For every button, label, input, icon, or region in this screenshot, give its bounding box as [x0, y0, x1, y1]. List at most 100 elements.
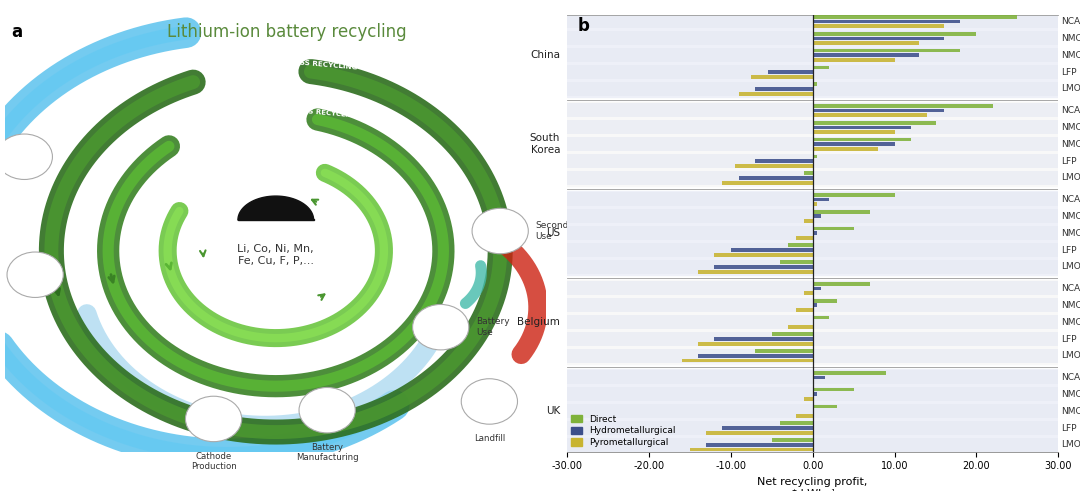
- Bar: [567, 209, 1058, 223]
- Bar: [812, 137, 910, 141]
- Bar: [812, 121, 935, 125]
- Legend: Direct, Hydrometallurgical, Pyrometallurgical: Direct, Hydrometallurgical, Pyrometallur…: [571, 415, 676, 447]
- Bar: [567, 369, 1058, 453]
- Text: UK: UK: [546, 406, 561, 416]
- Bar: [812, 376, 825, 380]
- Bar: [567, 137, 1058, 151]
- Bar: [812, 147, 878, 151]
- Bar: [723, 426, 812, 430]
- Bar: [734, 164, 812, 168]
- Bar: [805, 171, 812, 175]
- Bar: [698, 342, 812, 346]
- Bar: [706, 443, 812, 447]
- Bar: [812, 41, 919, 45]
- Text: NCA: NCA: [1061, 106, 1080, 115]
- Text: LMO: LMO: [1061, 440, 1080, 449]
- Bar: [567, 65, 1058, 79]
- Text: LMO: LMO: [1061, 84, 1080, 93]
- Text: LFP: LFP: [1061, 68, 1077, 77]
- Bar: [731, 248, 812, 252]
- Bar: [812, 202, 816, 206]
- Bar: [567, 404, 1058, 418]
- Bar: [812, 405, 837, 409]
- Text: LMO: LMO: [1061, 262, 1080, 272]
- Text: Second
Use: Second Use: [536, 221, 569, 241]
- Bar: [698, 270, 812, 273]
- Text: LFP: LFP: [1061, 157, 1077, 165]
- Bar: [567, 13, 1058, 97]
- Text: LMO: LMO: [1061, 352, 1080, 360]
- Bar: [567, 298, 1058, 312]
- Bar: [681, 359, 812, 362]
- Bar: [812, 231, 816, 235]
- Bar: [567, 103, 1058, 117]
- Text: NCA: NCA: [1061, 373, 1080, 382]
- Bar: [812, 15, 1017, 19]
- Bar: [812, 287, 821, 290]
- Text: a: a: [11, 24, 22, 41]
- Text: Li, Co, Ni, Mn,
Fe, Cu, F, P,...: Li, Co, Ni, Mn, Fe, Cu, F, P,...: [238, 245, 314, 266]
- Text: Battery
Use: Battery Use: [476, 318, 510, 337]
- Circle shape: [472, 208, 528, 254]
- Text: NMC622: NMC622: [1061, 212, 1080, 221]
- Bar: [805, 219, 812, 223]
- Circle shape: [186, 396, 242, 442]
- Bar: [771, 438, 812, 442]
- Bar: [714, 265, 812, 269]
- Bar: [796, 236, 812, 240]
- Text: PYRO PROCESS RECYCLING: PYRO PROCESS RECYCLING: [248, 55, 357, 70]
- Bar: [812, 36, 944, 40]
- Text: Landfill: Landfill: [474, 434, 505, 443]
- Bar: [567, 31, 1058, 45]
- Circle shape: [299, 387, 355, 433]
- Text: South
Korea: South Korea: [530, 134, 561, 155]
- Bar: [812, 58, 894, 62]
- Bar: [796, 414, 812, 418]
- Text: LMO: LMO: [1061, 173, 1080, 183]
- Bar: [812, 215, 821, 218]
- Text: Belgium: Belgium: [517, 317, 561, 327]
- Bar: [812, 316, 829, 319]
- Bar: [812, 380, 814, 384]
- Bar: [768, 70, 812, 74]
- Bar: [812, 299, 837, 302]
- Bar: [771, 332, 812, 336]
- Bar: [739, 92, 812, 96]
- Bar: [812, 32, 976, 36]
- Bar: [812, 113, 928, 117]
- Bar: [812, 82, 816, 86]
- Bar: [567, 332, 1058, 346]
- Text: NMC811: NMC811: [1061, 407, 1080, 416]
- Bar: [812, 104, 993, 108]
- Circle shape: [413, 304, 469, 350]
- Text: NCA: NCA: [1061, 17, 1080, 26]
- Bar: [567, 14, 1058, 28]
- Bar: [567, 191, 1058, 275]
- Bar: [788, 244, 812, 247]
- Bar: [567, 120, 1058, 134]
- Bar: [755, 87, 812, 91]
- Bar: [567, 154, 1058, 168]
- Bar: [780, 421, 812, 425]
- Circle shape: [461, 379, 517, 424]
- Bar: [698, 354, 812, 358]
- Bar: [812, 25, 944, 28]
- X-axis label: Net recycling profit,
$·kWh⁻¹: Net recycling profit, $·kWh⁻¹: [757, 477, 868, 491]
- Bar: [788, 325, 812, 329]
- Bar: [812, 282, 870, 286]
- Bar: [690, 448, 812, 451]
- Text: NMC811: NMC811: [1061, 140, 1080, 149]
- Bar: [812, 197, 829, 201]
- Bar: [812, 303, 816, 307]
- Bar: [567, 243, 1058, 257]
- Text: LFP: LFP: [1061, 424, 1077, 433]
- Text: NMC811: NMC811: [1061, 229, 1080, 238]
- Text: LFP: LFP: [1061, 334, 1077, 344]
- Text: NCA: NCA: [1061, 284, 1080, 293]
- Text: NCA: NCA: [1061, 195, 1080, 204]
- Bar: [812, 210, 870, 214]
- Bar: [752, 75, 812, 79]
- Bar: [567, 280, 1058, 364]
- Circle shape: [8, 252, 64, 298]
- Text: US: US: [546, 228, 561, 238]
